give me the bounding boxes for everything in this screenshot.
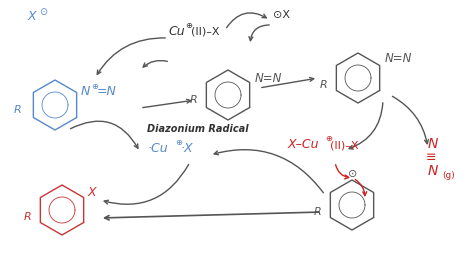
Text: ≡: ≡ xyxy=(426,151,437,164)
FancyArrowPatch shape xyxy=(392,96,428,144)
Text: R: R xyxy=(314,207,322,217)
Text: ⊕: ⊕ xyxy=(325,134,332,143)
Text: (II)–X: (II)–X xyxy=(191,27,219,37)
Text: X: X xyxy=(28,10,36,23)
Text: R: R xyxy=(14,105,22,115)
Text: N=N: N=N xyxy=(385,52,412,65)
Text: R: R xyxy=(320,80,328,90)
Text: ⊕: ⊕ xyxy=(175,138,182,147)
FancyArrowPatch shape xyxy=(349,103,383,149)
Text: N: N xyxy=(428,164,438,178)
Text: X: X xyxy=(88,186,97,199)
FancyArrowPatch shape xyxy=(356,179,367,196)
FancyArrowPatch shape xyxy=(71,121,138,148)
Text: R: R xyxy=(24,212,32,222)
Text: R: R xyxy=(190,95,198,105)
FancyArrowPatch shape xyxy=(97,38,165,74)
Text: (II)–X: (II)–X xyxy=(330,140,358,150)
Text: ⊙: ⊙ xyxy=(348,169,358,179)
Text: X–Cu: X–Cu xyxy=(288,138,319,151)
Text: Diazonium Radical: Diazonium Radical xyxy=(147,124,249,134)
FancyArrowPatch shape xyxy=(249,25,269,41)
Text: ⊕: ⊕ xyxy=(91,82,98,91)
Text: Cu: Cu xyxy=(168,25,185,38)
Text: ⊙X: ⊙X xyxy=(273,10,290,20)
Text: ⊙: ⊙ xyxy=(39,7,47,17)
Text: ⊕: ⊕ xyxy=(185,21,192,30)
FancyArrowPatch shape xyxy=(227,13,266,28)
FancyArrowPatch shape xyxy=(143,61,167,67)
Text: N=N: N=N xyxy=(255,72,283,85)
Text: N: N xyxy=(428,137,438,151)
Text: (g): (g) xyxy=(442,171,455,180)
Text: =N: =N xyxy=(97,85,117,98)
FancyArrowPatch shape xyxy=(104,164,189,204)
FancyArrowPatch shape xyxy=(214,150,323,193)
Text: ·X: ·X xyxy=(181,142,193,155)
FancyArrowPatch shape xyxy=(336,165,349,179)
Text: ·Cu: ·Cu xyxy=(148,142,169,155)
Text: N: N xyxy=(81,85,91,98)
